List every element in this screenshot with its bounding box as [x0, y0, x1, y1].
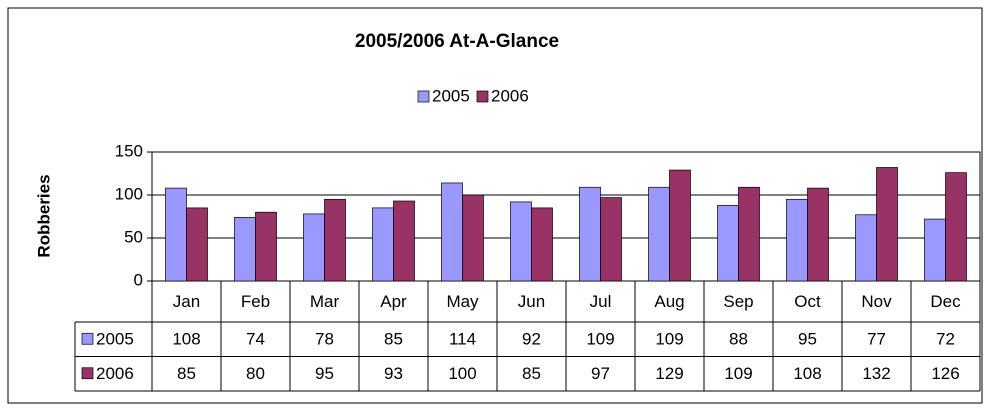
x-tick-label: Nov [861, 292, 892, 311]
table-cell: 114 [449, 330, 476, 349]
x-tick-label: Oct [794, 292, 821, 311]
table-cell: 85 [177, 364, 196, 383]
bar [510, 201, 532, 282]
bar [372, 207, 394, 282]
x-tick-label: Mar [310, 292, 340, 311]
x-tick-label: Sep [723, 292, 753, 311]
bar [186, 207, 208, 282]
table-cell: 109 [724, 364, 752, 383]
x-tick-label: Jun [518, 292, 545, 311]
bar [600, 197, 622, 282]
bar [255, 211, 277, 282]
bar [855, 214, 877, 282]
table-cell: 77 [867, 330, 886, 349]
table-row-label: 2005 [96, 330, 134, 349]
bar [924, 218, 946, 282]
legend-swatch [417, 90, 430, 103]
legend-label: 2005 [432, 86, 470, 105]
bar [441, 182, 463, 282]
bar [165, 187, 187, 282]
x-tick-label: Jan [173, 292, 200, 311]
legend-key [81, 332, 94, 345]
table-cell: 108 [172, 330, 200, 349]
plot-area [151, 151, 981, 282]
y-tick-label: 0 [134, 270, 143, 289]
x-tick-label: Jul [590, 292, 612, 311]
x-tick-label: Dec [930, 292, 961, 311]
bar [717, 204, 739, 282]
bar [462, 194, 484, 282]
bar [303, 213, 325, 282]
table-cell: 108 [793, 364, 821, 383]
chart-title: 2005/2006 At-A-Glance [355, 31, 559, 52]
table-cell: 85 [522, 364, 541, 383]
y-tick-label: 150 [115, 141, 143, 160]
bar [738, 186, 760, 282]
table-cell: 100 [448, 364, 476, 383]
table-cell: 95 [315, 364, 334, 383]
bar [648, 186, 670, 282]
x-tick-label: Aug [654, 292, 684, 311]
bar [324, 198, 346, 282]
table-row-label: 2006 [96, 364, 134, 383]
table-cell: 80 [246, 364, 265, 383]
table-cell: 78 [315, 330, 334, 349]
legend-key [81, 367, 94, 380]
bar [876, 167, 898, 282]
table-cell: 129 [655, 364, 683, 383]
legend-label: 2006 [491, 86, 529, 105]
y-tick-label: 100 [115, 184, 143, 203]
legend-swatch [476, 90, 489, 103]
bar [234, 217, 256, 282]
y-axis-label: Robberies [34, 174, 53, 257]
table-cell: 72 [936, 330, 955, 349]
table-cell: 109 [655, 330, 683, 349]
bar [393, 200, 415, 282]
x-tick-label: Feb [241, 292, 270, 311]
table-cell: 85 [384, 330, 403, 349]
bar [786, 198, 808, 282]
table-cell: 97 [591, 364, 610, 383]
bar [531, 207, 553, 282]
y-tick-label: 50 [124, 227, 143, 246]
table-cell: 74 [246, 330, 265, 349]
table-cell: 95 [798, 330, 817, 349]
table-cell: 92 [522, 330, 541, 349]
x-tick-label: Apr [380, 292, 407, 311]
bar [807, 187, 829, 282]
table-cell: 93 [384, 364, 403, 383]
table-cell: 109 [586, 330, 614, 349]
x-tick-label: May [446, 292, 479, 311]
table-cell: 126 [931, 364, 959, 383]
bar [669, 169, 691, 282]
bar [579, 186, 601, 282]
table-cell: 132 [862, 364, 890, 383]
bar [945, 172, 967, 282]
table-cell: 88 [729, 330, 748, 349]
